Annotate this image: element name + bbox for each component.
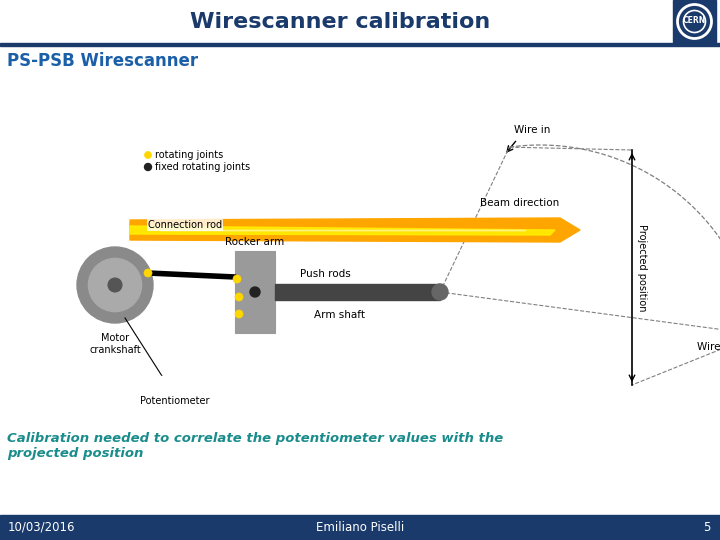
Circle shape	[235, 310, 243, 318]
Circle shape	[145, 152, 151, 159]
Bar	[275, 284, 440, 300]
Text: projected position: projected position	[7, 447, 143, 460]
Text: CERN: CERN	[683, 16, 706, 25]
Text: Motor
crankshaft: Motor crankshaft	[89, 333, 141, 355]
Circle shape	[235, 293, 243, 301]
Bar	[0, 515, 720, 540]
Text: fixed rotating joints: fixed rotating joints	[155, 162, 250, 172]
Text: Projected position: Projected position	[637, 224, 647, 311]
Bar	[0, 0, 720, 43]
Circle shape	[250, 287, 260, 297]
Text: Arm shaft: Arm shaft	[315, 310, 366, 320]
Circle shape	[233, 275, 241, 283]
Text: Push rods: Push rods	[300, 269, 351, 279]
Text: Connection rod: Connection rod	[148, 220, 222, 230]
Text: Potentiometer: Potentiometer	[140, 396, 210, 406]
Text: PS-PSB Wirescanner: PS-PSB Wirescanner	[7, 52, 198, 70]
Bar	[0, 43, 720, 46]
Bar	[673, 0, 716, 43]
Text: 5: 5	[703, 521, 710, 534]
Text: rotating joints: rotating joints	[155, 150, 223, 160]
Text: Calibration needed to correlate the potentiometer values with the: Calibration needed to correlate the pote…	[7, 432, 503, 445]
Circle shape	[432, 284, 448, 300]
Text: Wire home: Wire home	[697, 342, 720, 353]
Text: Beam direction: Beam direction	[480, 198, 559, 208]
Polygon shape	[130, 226, 555, 235]
Circle shape	[145, 164, 151, 171]
Circle shape	[77, 247, 153, 323]
Text: Rocker arm: Rocker arm	[225, 237, 284, 247]
Bar	[235, 251, 275, 333]
Circle shape	[144, 269, 152, 277]
Circle shape	[89, 259, 142, 312]
Polygon shape	[130, 218, 580, 242]
Text: Emiliano Piselli: Emiliano Piselli	[316, 521, 404, 534]
Text: 10/03/2016: 10/03/2016	[8, 521, 76, 534]
Circle shape	[108, 278, 122, 292]
Text: Wirescanner calibration: Wirescanner calibration	[190, 12, 490, 32]
Bar	[154, 376, 196, 394]
Text: Wire in: Wire in	[514, 125, 551, 135]
